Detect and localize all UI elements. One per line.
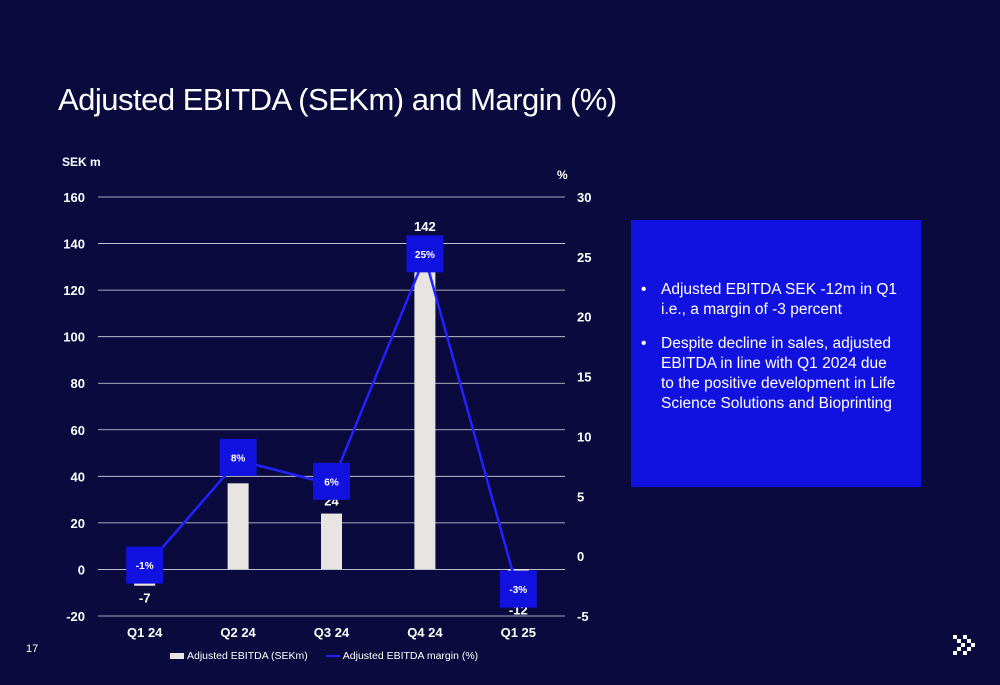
left-tick-label: 20: [71, 516, 85, 531]
margin-label: 6%: [324, 477, 339, 488]
margin-labels: -1% 8% 6% 25% -3%: [126, 235, 537, 608]
right-axis-ticks: -5 0 5 10 15 20 25 30: [577, 190, 591, 624]
margin-label-box: [126, 546, 164, 584]
right-axis-title: %: [557, 168, 568, 182]
legend-label-ebitda: Adjusted EBITDA (SEKm): [187, 650, 308, 662]
commentary-bullet: Adjusted EBITDA SEK -12m in Q1 i.e., a m…: [641, 280, 901, 320]
category-tick-label: Q2 24: [220, 625, 256, 640]
page-title: Adjusted EBITDA (SEKm) and Margin (%): [58, 82, 617, 117]
margin-label: 25%: [415, 250, 435, 261]
right-tick-label: 5: [577, 489, 584, 504]
page-number: 17: [26, 643, 39, 655]
legend-swatch-bar: [170, 653, 184, 659]
left-tick-label: 160: [63, 190, 85, 205]
margin-label: -3%: [509, 585, 527, 596]
category-tick-label: Q4 24: [407, 625, 443, 640]
left-axis-title: SEK m: [62, 155, 101, 169]
commentary-bullet: Despite decline in sales, adjusted EBITD…: [641, 334, 901, 414]
right-tick-label: 0: [577, 549, 584, 564]
ebitda-bar: [414, 238, 436, 570]
left-tick-label: 140: [63, 237, 85, 252]
right-tick-label: 15: [577, 370, 591, 385]
left-tick-label: 100: [63, 330, 85, 345]
margin-label: -1%: [136, 561, 154, 572]
legend-item-ebitda: Adjusted EBITDA (SEKm): [170, 650, 308, 662]
ebitda-bar: [321, 513, 342, 570]
category-tick-label: Q1 25: [501, 625, 536, 640]
left-tick-label: 0: [78, 562, 85, 577]
category-tick-label: Q1 24: [127, 625, 163, 640]
category-tick-label: Q3 24: [314, 625, 350, 640]
left-tick-label: 80: [71, 376, 85, 391]
ebitda-bar-label: 142: [414, 219, 436, 234]
double-chevron-right-icon: [953, 635, 975, 655]
legend-swatch-line: [325, 655, 340, 657]
commentary-list: Adjusted EBITDA SEK -12m in Q1 i.e., a m…: [641, 280, 901, 414]
legend-item-margin: Adjusted EBITDA margin (%): [325, 650, 479, 662]
left-tick-label: 40: [71, 469, 85, 484]
margin-label-box: [406, 235, 444, 273]
right-tick-label: 30: [577, 190, 591, 205]
chart-legend: Adjusted EBITDA (SEKm) Adjusted EBITDA m…: [170, 650, 478, 662]
margin-label: 8%: [231, 453, 246, 464]
margin-label-box: [499, 570, 537, 608]
category-axis-ticks: Q1 24 Q2 24 Q3 24 Q4 24 Q1 25: [127, 625, 536, 640]
left-tick-label: 60: [71, 423, 85, 438]
left-tick-label: 120: [63, 283, 85, 298]
legend-label-margin: Adjusted EBITDA margin (%): [342, 650, 479, 662]
right-tick-label: 25: [577, 250, 591, 265]
left-tick-label: -20: [66, 609, 85, 624]
right-tick-label: 20: [577, 310, 591, 325]
margin-label-box: [313, 462, 350, 500]
commentary-box: Adjusted EBITDA SEK -12m in Q1 i.e., a m…: [631, 220, 921, 487]
right-tick-label: -5: [577, 609, 589, 624]
left-axis-ticks: -20 0 20 40 60 80 100 120 140 160: [63, 190, 85, 624]
ebitda-bar: [227, 483, 249, 570]
ebitda-bar-label: -7: [139, 591, 151, 606]
margin-label-box: [219, 438, 257, 476]
right-tick-label: 10: [577, 429, 591, 444]
